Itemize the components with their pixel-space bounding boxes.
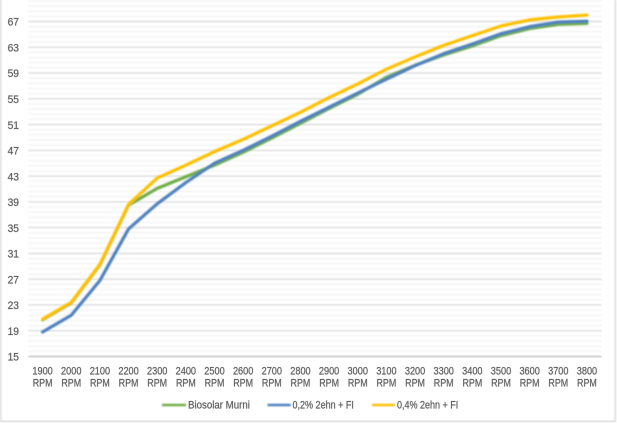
svg-text:3600: 3600 <box>519 366 539 378</box>
svg-text:27: 27 <box>8 274 19 286</box>
svg-text:1900: 1900 <box>32 366 52 378</box>
svg-text:RPM: RPM <box>434 377 454 389</box>
svg-text:2000: 2000 <box>61 366 81 378</box>
svg-text:3500: 3500 <box>491 366 511 378</box>
svg-text:3200: 3200 <box>405 366 425 378</box>
svg-text:RPM: RPM <box>262 377 282 389</box>
svg-text:RPM: RPM <box>233 377 253 389</box>
svg-text:67: 67 <box>8 17 19 29</box>
svg-text:RPM: RPM <box>176 377 196 389</box>
svg-text:2600: 2600 <box>233 366 253 378</box>
svg-text:RPM: RPM <box>520 377 540 389</box>
svg-text:35: 35 <box>8 223 19 235</box>
svg-text:3000: 3000 <box>348 366 368 378</box>
svg-text:39: 39 <box>8 197 19 209</box>
svg-text:59: 59 <box>8 68 19 80</box>
svg-text:RPM: RPM <box>377 377 397 389</box>
svg-text:RPM: RPM <box>119 377 139 389</box>
svg-text:19: 19 <box>8 326 19 338</box>
svg-text:43: 43 <box>8 171 19 183</box>
svg-text:31: 31 <box>8 249 19 261</box>
svg-text:0,4% 2ehn + FI: 0,4% 2ehn + FI <box>397 400 458 412</box>
svg-text:3400: 3400 <box>462 366 482 378</box>
svg-text:55: 55 <box>8 94 19 106</box>
svg-text:0,2% 2ehn + FI: 0,2% 2ehn + FI <box>293 400 354 412</box>
svg-text:RPM: RPM <box>61 377 81 389</box>
svg-text:3300: 3300 <box>434 366 454 378</box>
svg-text:51: 51 <box>8 120 19 132</box>
svg-text:3700: 3700 <box>548 366 568 378</box>
svg-text:2500: 2500 <box>204 366 224 378</box>
svg-text:RPM: RPM <box>348 377 368 389</box>
svg-text:RPM: RPM <box>291 377 311 389</box>
svg-text:RPM: RPM <box>548 377 568 389</box>
svg-text:RPM: RPM <box>405 377 425 389</box>
svg-text:3800: 3800 <box>577 366 597 378</box>
svg-text:63: 63 <box>8 42 19 54</box>
svg-text:15: 15 <box>8 352 19 364</box>
svg-text:47: 47 <box>8 146 19 158</box>
svg-text:RPM: RPM <box>33 377 53 389</box>
svg-text:RPM: RPM <box>319 377 339 389</box>
svg-text:RPM: RPM <box>577 377 597 389</box>
svg-text:2900: 2900 <box>319 366 339 378</box>
svg-text:3100: 3100 <box>376 366 396 378</box>
svg-text:RPM: RPM <box>491 377 511 389</box>
svg-text:RPM: RPM <box>90 377 110 389</box>
svg-text:23: 23 <box>8 300 19 312</box>
svg-text:2200: 2200 <box>118 366 138 378</box>
svg-text:2300: 2300 <box>147 366 167 378</box>
svg-text:2700: 2700 <box>262 366 282 378</box>
svg-text:Biosolar Murni: Biosolar Murni <box>188 400 250 412</box>
svg-text:2800: 2800 <box>290 366 310 378</box>
svg-text:2100: 2100 <box>90 366 110 378</box>
svg-text:RPM: RPM <box>205 377 225 389</box>
svg-text:RPM: RPM <box>147 377 167 389</box>
svg-text:RPM: RPM <box>462 377 482 389</box>
svg-text:2400: 2400 <box>176 366 196 378</box>
